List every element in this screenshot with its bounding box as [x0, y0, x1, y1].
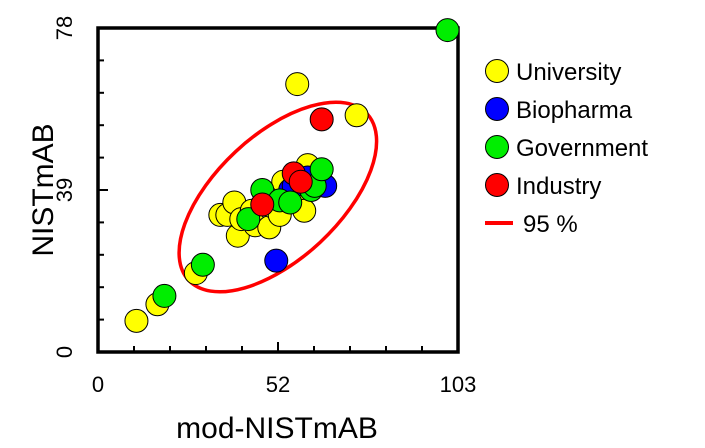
point-industry: [309, 107, 334, 132]
legend-marker-government: [485, 135, 509, 159]
point-biopharma: [264, 248, 289, 273]
ticks-layer: 0 52 103 0 39 78: [52, 16, 476, 397]
point-industry: [250, 192, 275, 217]
y-tick-label: 39: [52, 178, 77, 202]
point-government: [236, 207, 261, 232]
points-layer: [124, 18, 460, 333]
y-tick-label: 78: [52, 16, 77, 40]
legend-label: University: [516, 59, 621, 86]
point-university: [124, 308, 149, 333]
x-tick-label: 52: [266, 372, 290, 397]
point-government: [152, 283, 177, 308]
x-tick-label: 0: [92, 372, 104, 397]
legend-label: Biopharma: [516, 97, 633, 124]
point-university: [344, 103, 369, 128]
point-university: [285, 72, 310, 97]
y-axis-title: NISTmAB: [27, 123, 60, 256]
legend-label: Government: [516, 135, 648, 162]
x-tick-label: 103: [440, 372, 477, 397]
point-government: [435, 18, 460, 43]
legend-label: Industry: [516, 173, 601, 200]
legend-label: 95 %: [523, 211, 578, 238]
point-industry: [288, 169, 313, 194]
legend-marker-industry: [485, 173, 509, 197]
x-axis-title: mod-NISTmAB: [176, 412, 378, 445]
point-government: [309, 157, 334, 182]
legend: University Biopharma Government Industry 95 …: [485, 59, 648, 238]
legend-marker-biopharma: [485, 97, 509, 121]
point-government: [278, 190, 303, 215]
point-government: [190, 252, 215, 277]
y-tick-label: 0: [52, 346, 77, 358]
legend-marker-university: [485, 59, 509, 83]
